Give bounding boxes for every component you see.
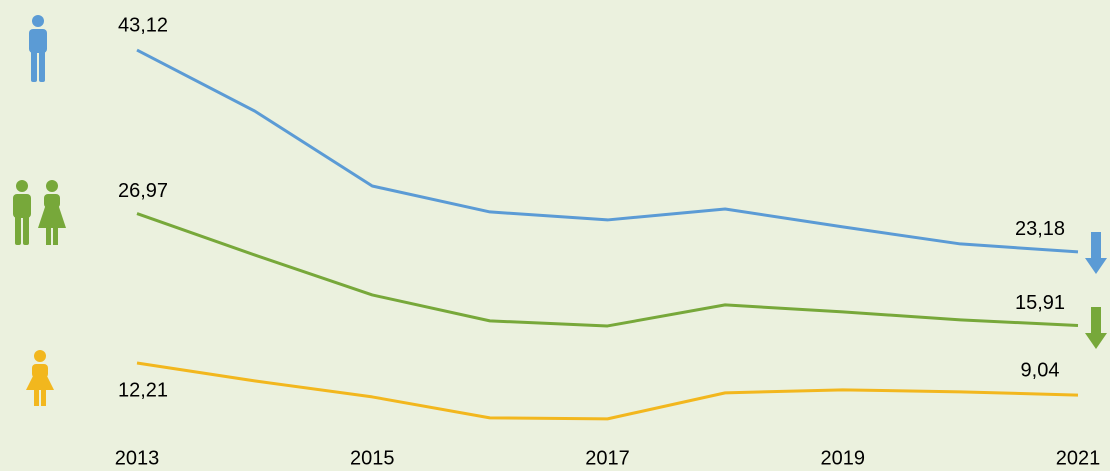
down-arrow	[1085, 232, 1107, 274]
data-label: 12,21	[118, 379, 168, 401]
x-tick-label: 2017	[585, 447, 630, 469]
x-tick-label: 2013	[115, 447, 160, 469]
series-line	[136, 212, 1079, 328]
woman-icon	[26, 350, 54, 406]
data-label: 23,18	[1015, 218, 1065, 240]
series-line	[136, 361, 1079, 421]
couple-icon	[13, 180, 66, 245]
x-tick-label: 2019	[821, 447, 866, 469]
x-tick-label: 2015	[350, 447, 395, 469]
data-label: 43,12	[118, 14, 168, 36]
data-label: 15,91	[1015, 292, 1065, 314]
man-icon	[29, 15, 47, 82]
down-arrow	[1085, 307, 1107, 349]
series-line	[136, 48, 1079, 254]
x-tick-label: 2021	[1056, 447, 1101, 469]
data-label: 9,04	[1021, 359, 1060, 381]
data-label: 26,97	[118, 180, 168, 202]
